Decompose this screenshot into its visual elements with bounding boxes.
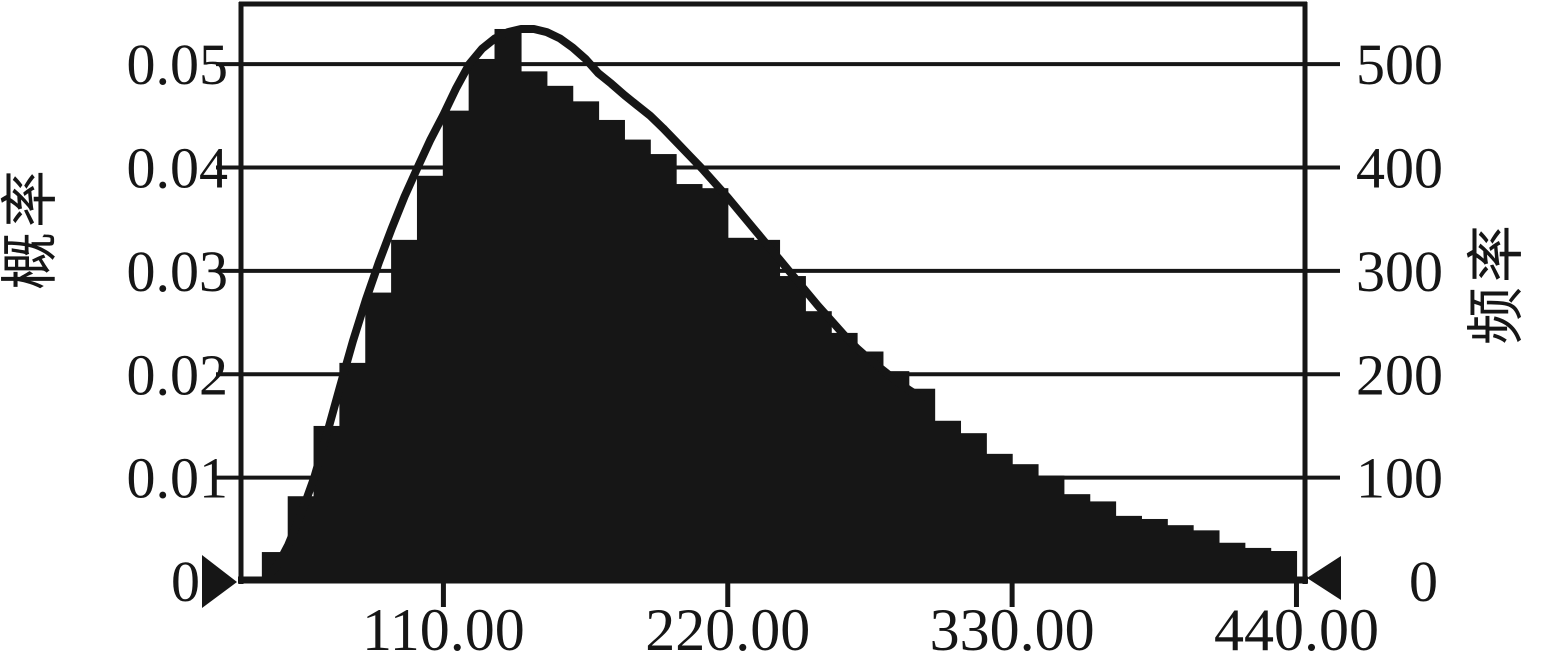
histogram-bar bbox=[701, 188, 729, 582]
histogram-bar bbox=[546, 85, 574, 583]
histogram-bar bbox=[1063, 494, 1091, 582]
left-tick-label: 0.05 bbox=[127, 32, 229, 97]
left-axis-title: 概率 bbox=[0, 166, 63, 290]
left-range-marker-triangle bbox=[202, 555, 237, 608]
histogram-bar bbox=[675, 184, 703, 583]
right-tick-label: 300 bbox=[1356, 239, 1443, 304]
histogram-bar bbox=[1192, 530, 1220, 582]
right-tick-label: 400 bbox=[1356, 136, 1443, 201]
tick-labels: 0.05 0.04 0.03 0.02 0.01 0 500 400 300 200 100 0 110… bbox=[127, 32, 1444, 656]
histogram-bar bbox=[985, 453, 1013, 582]
left-tick-label: 0.04 bbox=[127, 136, 229, 201]
x-tick-label: 440.00 bbox=[1214, 597, 1379, 656]
left-tick-label: 0.02 bbox=[127, 342, 229, 407]
x-tick-label: 330.00 bbox=[930, 597, 1095, 656]
range-markers bbox=[202, 555, 1341, 608]
histogram-bar bbox=[623, 139, 651, 582]
left-tick-label: 0.03 bbox=[127, 239, 229, 304]
x-tick-label: 110.00 bbox=[362, 597, 525, 656]
right-range-marker-triangle bbox=[1307, 556, 1341, 600]
histogram-bar bbox=[391, 239, 419, 583]
histogram-bar bbox=[313, 425, 341, 582]
histogram-bar bbox=[597, 119, 625, 583]
right-tick-label: 100 bbox=[1356, 446, 1443, 511]
fit-curve-layer bbox=[263, 25, 926, 581]
right-tick-label: 0 bbox=[1409, 549, 1438, 614]
histogram-bar bbox=[1089, 501, 1117, 582]
histogram-bar bbox=[1218, 542, 1246, 582]
histogram-bar bbox=[1166, 525, 1194, 582]
histogram-bars bbox=[261, 28, 1298, 583]
histogram-bar bbox=[804, 311, 832, 582]
histogram-bar bbox=[649, 154, 677, 582]
plot-border bbox=[238, 1, 1308, 584]
histogram-bar bbox=[468, 58, 496, 582]
histogram-bar bbox=[856, 351, 884, 582]
histogram-bar bbox=[1114, 515, 1142, 582]
histogram-bar bbox=[416, 175, 445, 582]
histogram-bar bbox=[572, 101, 600, 582]
left-tick-label: 0.01 bbox=[127, 446, 229, 511]
histogram-bar bbox=[778, 276, 806, 582]
histogram-bar bbox=[1244, 547, 1272, 582]
histogram-bar bbox=[442, 110, 470, 582]
histogram-bar bbox=[753, 239, 781, 583]
fit-curve bbox=[263, 25, 926, 581]
right-axis-title: 频率 bbox=[1464, 221, 1529, 345]
histogram-bar bbox=[727, 237, 755, 583]
axis-ticks bbox=[440, 583, 1299, 607]
histogram-bar bbox=[365, 292, 393, 582]
histogram-bar bbox=[830, 332, 858, 582]
histogram-bar bbox=[339, 362, 367, 582]
histogram-bar bbox=[908, 388, 936, 582]
histogram-bar bbox=[959, 433, 987, 582]
histogram-bar bbox=[1011, 464, 1039, 582]
histogram-bar bbox=[494, 28, 522, 582]
left-tick-label: 0 bbox=[171, 549, 200, 614]
histogram-bar bbox=[1037, 475, 1065, 582]
histogram-bar bbox=[1140, 518, 1168, 582]
x-tick-label: 220.00 bbox=[645, 597, 810, 656]
histogram-bar bbox=[933, 420, 962, 582]
histogram-bar bbox=[520, 71, 548, 583]
right-tick-label: 200 bbox=[1356, 342, 1443, 407]
histogram-bar bbox=[882, 371, 910, 582]
right-tick-label: 500 bbox=[1356, 32, 1443, 97]
